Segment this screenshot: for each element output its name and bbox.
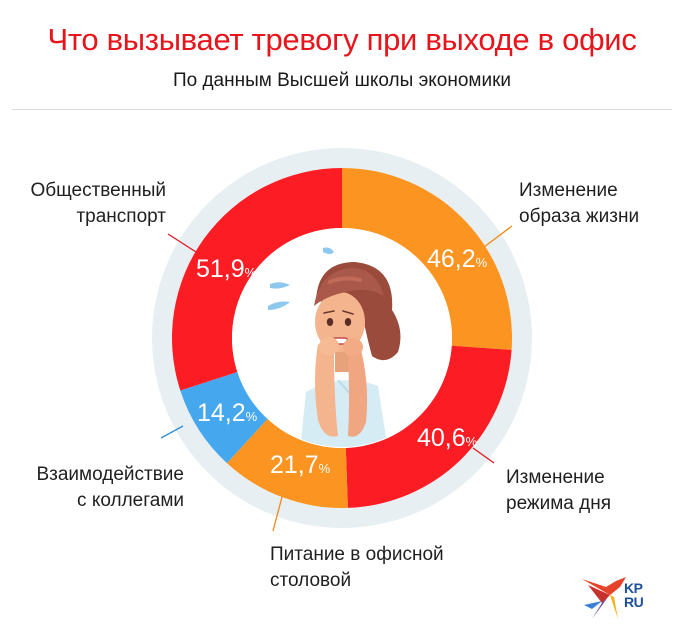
segment-daily-routine-change (345, 345, 512, 508)
value-daily-routine: 40,6% (417, 424, 478, 452)
leader-office-canteen (272, 496, 283, 532)
label-line: столовой (270, 570, 352, 591)
label-line: транспорт (76, 206, 166, 227)
leader-public-transport (167, 233, 197, 253)
value-public-transport: 51,9% (196, 255, 257, 283)
label-line: Взаимодействие (36, 464, 184, 485)
ring-background (152, 148, 532, 528)
label-line: Общественный (30, 180, 166, 201)
label-line: Изменение (506, 467, 605, 488)
label-line: Изменение (519, 180, 618, 201)
leader-lifestyle-change (483, 225, 513, 248)
segment-office-canteen (226, 418, 348, 509)
anxious-woman-illustration (268, 247, 401, 447)
label-line: образа жизни (519, 206, 640, 227)
kp-ru-logo: KP RU (580, 575, 650, 625)
value-office-canteen: 21,7% (270, 451, 331, 479)
label-colleagues: Взаимодействие с коллегами (0, 462, 184, 514)
chart-title: Что вызывает тревогу при выходе в офис (47, 22, 637, 57)
leader-daily-routine (472, 447, 495, 464)
swallow-bird-icon (582, 577, 626, 619)
chart-subtitle: По данным Высшей школы экономики (172, 70, 512, 91)
logo-text-kp: KP (624, 580, 643, 596)
value-lifestyle-change: 46,2% (427, 245, 488, 273)
segment-public-transport (171, 168, 342, 391)
segment-lifestyle-change (342, 168, 513, 350)
label-office-canteen: Питание в офисной столовой (270, 542, 444, 594)
logo-text-ru: RU (624, 594, 644, 610)
label-line: Питание в офисной (270, 544, 444, 565)
header-divider (12, 109, 672, 110)
label-public-transport: Общественный транспорт (0, 178, 166, 230)
label-line: с коллегами (77, 490, 184, 511)
leader-colleagues (160, 425, 184, 439)
label-line: режима дня (506, 493, 612, 514)
label-lifestyle-change: Изменение образа жизни (519, 178, 639, 230)
value-colleagues: 14,2% (197, 399, 258, 427)
segment-colleagues (180, 372, 268, 464)
label-daily-routine: Изменение режима дня (506, 465, 611, 517)
